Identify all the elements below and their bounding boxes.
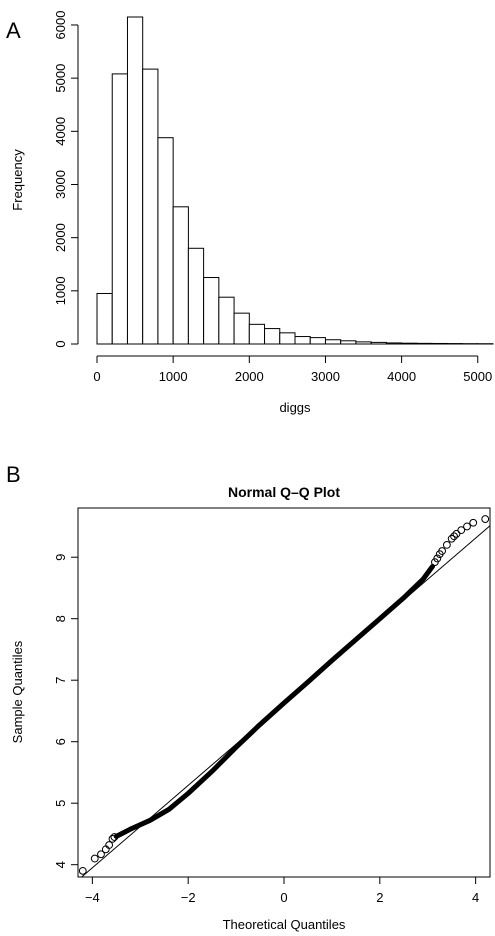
y-axis-title: Sample Quantiles <box>10 640 25 743</box>
x-tick-label: 1000 <box>159 369 188 384</box>
x-tick-label: 3000 <box>311 369 340 384</box>
y-tick-label: 5 <box>53 800 68 807</box>
y-tick-label: 0 <box>53 340 68 347</box>
sample-points <box>78 515 490 875</box>
x-tick-label: −2 <box>181 890 196 905</box>
y-tick-label: 6000 <box>53 11 68 40</box>
histogram-bar <box>126 16 144 345</box>
sample-point <box>450 532 458 541</box>
sample-point <box>457 526 466 535</box>
y-tick-label: 1000 <box>53 276 68 305</box>
histogram-bar <box>233 312 250 345</box>
y-tick-label: 7 <box>53 677 68 684</box>
x-axis-title: Theoretical Quantiles <box>223 917 346 932</box>
sample-point <box>78 866 87 875</box>
sample-point <box>433 554 442 563</box>
x-axis-title: diggs <box>279 400 311 415</box>
histogram-bars <box>96 16 494 345</box>
histogram-bar <box>340 340 357 345</box>
chart-title: Normal Q–Q Plot <box>228 484 340 500</box>
y-tick-label: 8 <box>53 615 68 622</box>
x-axis-ticks: 0 1000 2000 3000 4000 5000 <box>93 356 492 384</box>
histogram-bar <box>416 342 433 345</box>
histogram-bar <box>370 341 387 345</box>
dense-sample-points <box>113 563 436 839</box>
x-tick-label: 0 <box>280 890 287 905</box>
panel-b-letter: B <box>6 462 21 487</box>
histogram-bar <box>248 323 266 345</box>
sample-point <box>442 541 451 549</box>
sample-point <box>463 522 471 531</box>
y-tick-label: 9 <box>53 554 68 561</box>
sample-point <box>452 529 461 538</box>
histogram-bar <box>431 342 448 345</box>
histogram-bar <box>401 342 418 345</box>
histogram-bar <box>355 341 372 345</box>
x-tick-label: 2 <box>376 890 383 905</box>
histogram-bar <box>324 339 342 345</box>
y-axis-title: Frequency <box>10 149 25 211</box>
histogram-chart: 0 1000 2000 3000 4000 5000 0 1000 2000 3000 4000 5… <box>10 11 494 415</box>
y-tick-label: 2000 <box>53 223 68 252</box>
histogram-bar <box>96 292 113 345</box>
sample-point <box>481 515 490 523</box>
plot-frame <box>77 507 491 878</box>
x-tick-label: 0 <box>93 369 100 384</box>
histogram-bar <box>157 137 174 345</box>
x-tick-label: 4 <box>472 890 479 905</box>
histogram-bar <box>187 247 205 345</box>
histogram-bar <box>142 68 159 345</box>
sample-point <box>110 833 119 841</box>
sample-point <box>105 841 114 849</box>
histogram-bar <box>385 342 403 345</box>
sample-point <box>469 518 478 527</box>
histogram-bar <box>264 328 281 345</box>
y-axis-ticks: 0 1000 2000 3000 4000 5000 6000 <box>53 11 78 348</box>
y-tick-label: 4 <box>53 861 68 868</box>
x-tick-label: 2000 <box>235 369 264 384</box>
histogram-bar <box>309 337 326 345</box>
y-tick-label: 4000 <box>53 117 68 146</box>
x-tick-label: −4 <box>85 890 100 905</box>
histogram-bar <box>203 277 220 345</box>
histogram-bar <box>172 206 189 345</box>
y-tick-label: 6 <box>53 738 68 745</box>
histogram-bar <box>294 336 311 345</box>
y-tick-label: 5000 <box>53 64 68 93</box>
sample-point <box>447 534 456 543</box>
sample-point <box>90 854 99 863</box>
histogram-bar <box>218 296 235 345</box>
histogram-bar <box>111 73 128 345</box>
panel-a-letter: A <box>6 18 21 43</box>
y-axis-ticks: 4 5 6 7 8 9 <box>53 554 78 868</box>
sample-point <box>108 834 117 843</box>
sample-point <box>438 547 446 555</box>
sample-point <box>97 850 105 859</box>
qq-plot-chart: −4 −2 0 2 4 4 5 6 7 8 9 Theoretical Quantiles Sam… <box>10 507 491 932</box>
x-tick-label: 5000 <box>463 369 492 384</box>
histogram-bar <box>279 332 296 345</box>
x-tick-label: 4000 <box>387 369 416 384</box>
x-axis-ticks: −4 −2 0 2 4 <box>85 877 479 905</box>
y-tick-label: 3000 <box>53 170 68 199</box>
